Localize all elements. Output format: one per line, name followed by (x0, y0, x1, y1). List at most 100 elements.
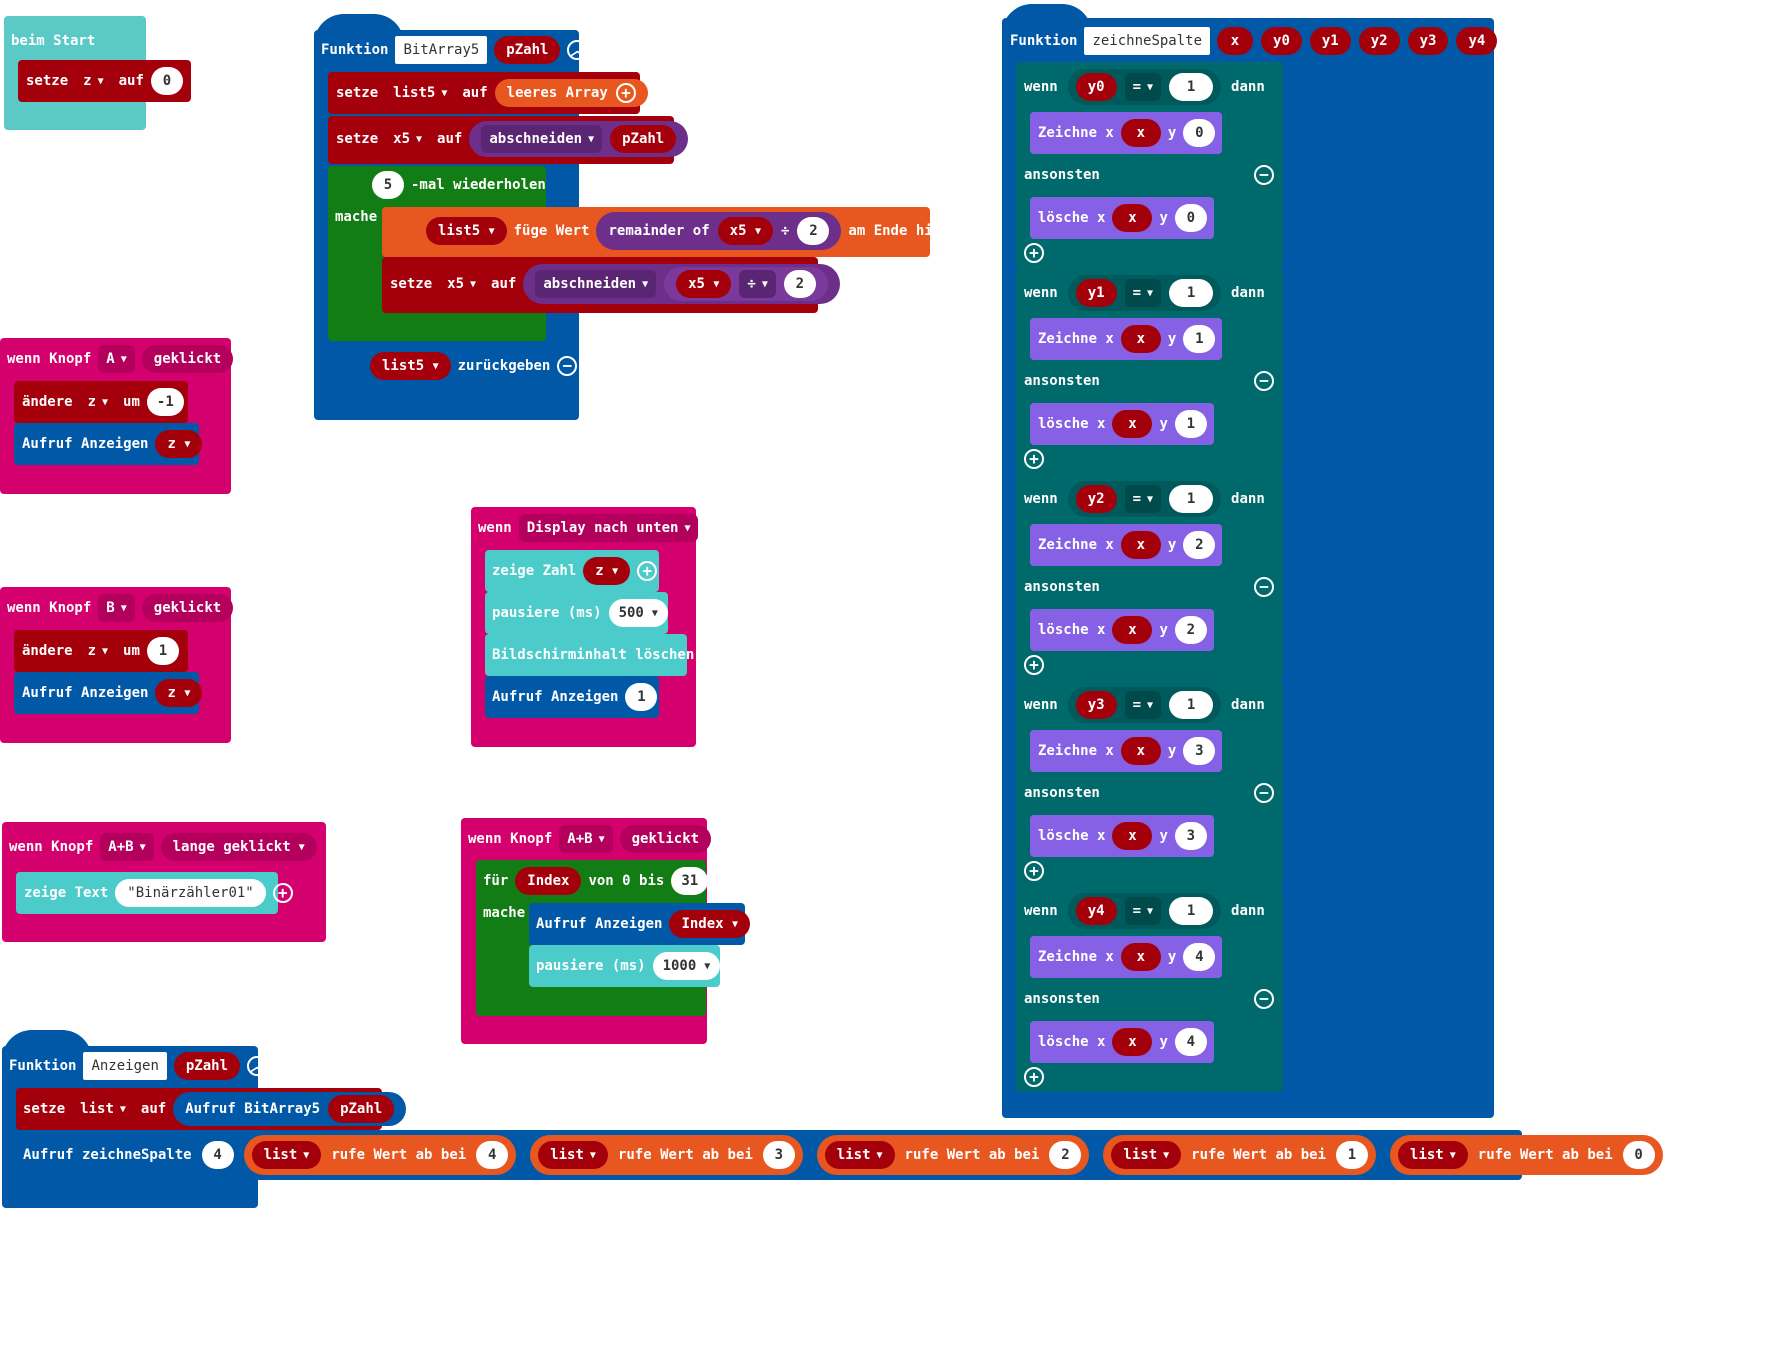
value-input[interactable]: -1 (146, 388, 184, 416)
truncate-block[interactable]: abschneiden ▼ x5 ▼ ÷ ▼ 2 (523, 264, 840, 304)
clear-screen-block[interactable] (485, 634, 687, 676)
repeat-count-input[interactable]: 5 (372, 171, 404, 199)
plus-circle-icon[interactable]: + (615, 83, 636, 103)
arg-dropdown[interactable]: z ▼ (155, 679, 203, 707)
x5-dropdown[interactable]: x5 ▼ (676, 270, 732, 298)
y-input[interactable]: 1 (1174, 410, 1207, 438)
collapse-up-icon[interactable]: ︿ (567, 40, 588, 60)
value-input[interactable]: 0 (150, 67, 183, 95)
param-y2[interactable]: y2 (1358, 27, 1400, 55)
y-input[interactable]: 4 (1183, 943, 1216, 971)
index-input[interactable]: 2 (1049, 1141, 1082, 1169)
param-y3[interactable]: y3 (1407, 27, 1449, 55)
arg-input[interactable]: 1 (625, 683, 658, 711)
index-var[interactable]: Index (515, 867, 582, 895)
arg-dropdown[interactable]: z ▼ (155, 430, 203, 458)
empty-array-block[interactable]: leeres Array + (494, 79, 648, 107)
minus-circle-icon[interactable]: − (1254, 783, 1274, 803)
plus-circle-icon[interactable]: + (637, 561, 658, 581)
plus-circle-icon[interactable]: + (1024, 449, 1044, 469)
divisor-input[interactable]: 2 (797, 217, 830, 245)
var-dropdown[interactable]: x5 ▼ (439, 270, 484, 298)
x-arg-input[interactable]: 4 (201, 1141, 234, 1169)
op-dropdown[interactable]: abschneiden ▼ (535, 270, 657, 298)
y-input[interactable]: 2 (1183, 531, 1216, 559)
x-var[interactable]: x (1112, 1028, 1153, 1056)
action-dropdown[interactable]: lange geklickt ▼ (160, 833, 317, 861)
param-pzahl[interactable]: pZahl (173, 1052, 241, 1080)
x-var[interactable]: x (1120, 943, 1161, 971)
x-var[interactable]: x (1120, 531, 1161, 559)
index-input[interactable]: 0 (1622, 1141, 1655, 1169)
list-dropdown[interactable]: list ▼ (538, 1141, 608, 1169)
action-dropdown[interactable]: geklickt (141, 594, 234, 622)
var-dropdown[interactable]: list ▼ (72, 1095, 134, 1123)
x-var[interactable]: x (1112, 410, 1153, 438)
get-value-block[interactable]: list ▼ rufe Wert ab bei 3 (530, 1135, 803, 1175)
list5-dropdown[interactable]: list5 ▼ (370, 352, 451, 380)
compare-value-input[interactable]: 1 (1169, 485, 1214, 513)
get-value-block[interactable]: list ▼ rufe Wert ab bei 1 (1103, 1135, 1377, 1175)
call-bitarray5-block[interactable]: Aufruf BitArray5 pZahl (173, 1092, 407, 1126)
compare-block[interactable]: y4 = ▼ 1 (1067, 893, 1222, 929)
compare-value-input[interactable]: 1 (1169, 897, 1214, 925)
param-pzahl[interactable]: pZahl (494, 36, 561, 64)
get-value-block[interactable]: list ▼ rufe Wert ab bei 2 (816, 1135, 1090, 1175)
function-name-input[interactable]: Anzeigen (83, 1052, 167, 1080)
gesture-dropdown[interactable]: Display nach unten ▼ (518, 514, 699, 542)
param-y0[interactable]: y0 (1075, 73, 1117, 101)
y-input[interactable]: 0 (1183, 119, 1216, 147)
list-dropdown[interactable]: list ▼ (1398, 1141, 1468, 1169)
index-input[interactable]: 1 (1336, 1141, 1369, 1169)
text-input[interactable]: "Binärzähler01" (115, 879, 266, 907)
list-dropdown[interactable]: list ▼ (251, 1141, 322, 1169)
compare-block[interactable]: y2 = ▼ 1 (1067, 481, 1222, 517)
x-var[interactable]: x (1112, 204, 1153, 232)
param-y1[interactable]: y1 (1309, 27, 1351, 55)
param-x[interactable]: x (1217, 27, 1254, 55)
get-value-block[interactable]: list ▼ rufe Wert ab bei 4 (243, 1135, 517, 1175)
var-dropdown[interactable]: x5 ▼ (385, 125, 430, 153)
y-input[interactable]: 3 (1174, 822, 1207, 850)
x-var[interactable]: x (1112, 616, 1153, 644)
compare-value-input[interactable]: 1 (1169, 279, 1214, 307)
x-var[interactable]: x (1112, 822, 1153, 850)
plus-circle-icon[interactable]: + (1024, 243, 1044, 263)
z-dropdown[interactable]: z ▼ (583, 557, 631, 585)
button-dropdown[interactable]: A+B ▼ (100, 833, 154, 861)
y-input[interactable]: 0 (1174, 204, 1207, 232)
param-y1[interactable]: y1 (1075, 279, 1117, 307)
compare-value-input[interactable]: 1 (1169, 691, 1214, 719)
div-op-dropdown[interactable]: ÷ ▼ (739, 270, 776, 298)
plus-circle-icon[interactable]: + (1024, 861, 1044, 881)
collapse-up-icon[interactable]: ︿ (1504, 31, 1525, 51)
plus-circle-icon[interactable]: + (1024, 655, 1044, 675)
eq-dropdown[interactable]: = ▼ (1124, 897, 1162, 925)
function-name-input[interactable]: zeichneSpalte (1084, 27, 1211, 55)
compare-value-input[interactable]: 1 (1169, 73, 1214, 101)
truncate-block[interactable]: abschneiden ▼ pZahl (469, 121, 689, 157)
eq-dropdown[interactable]: = ▼ (1124, 73, 1162, 101)
list5-dropdown[interactable]: list5 ▼ (426, 217, 507, 245)
list-dropdown[interactable]: list ▼ (1111, 1141, 1182, 1169)
op-dropdown[interactable]: abschneiden ▼ (481, 125, 603, 153)
minus-circle-icon[interactable]: − (1254, 577, 1274, 597)
eq-dropdown[interactable]: = ▼ (1124, 691, 1162, 719)
param-y2[interactable]: y2 (1075, 485, 1117, 513)
param-y4[interactable]: y4 (1456, 27, 1498, 55)
to-input[interactable]: 31 (671, 867, 709, 895)
get-value-block[interactable]: list ▼ rufe Wert ab bei 0 (1390, 1135, 1663, 1175)
value-input[interactable]: 1 (146, 637, 179, 665)
action-dropdown[interactable]: geklickt (619, 825, 712, 853)
y-input[interactable]: 4 (1174, 1028, 1207, 1056)
y-input[interactable]: 3 (1183, 737, 1216, 765)
compare-block[interactable]: y0 = ▼ 1 (1067, 69, 1222, 105)
minus-circle-icon[interactable]: − (557, 356, 578, 376)
function-name-input[interactable]: BitArray5 (395, 36, 488, 64)
plus-circle-icon[interactable]: + (1024, 1067, 1044, 1087)
eq-dropdown[interactable]: = ▼ (1124, 485, 1162, 513)
plus-circle-icon[interactable]: + (272, 883, 293, 903)
eq-dropdown[interactable]: = ▼ (1124, 279, 1162, 307)
arg-pzahl[interactable]: pZahl (610, 125, 677, 153)
list-dropdown[interactable]: list ▼ (824, 1141, 895, 1169)
